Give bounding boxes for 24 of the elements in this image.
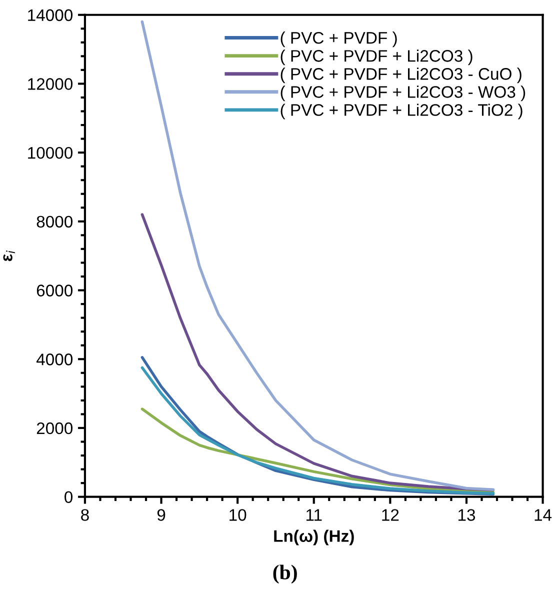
x-tick-label: 8 — [81, 509, 89, 521]
x-tick-label: 11 — [306, 509, 322, 521]
line-series — [140, 213, 495, 492]
x-tick-label: 14 — [534, 509, 552, 521]
y-tick-label: 10000 — [28, 146, 73, 159]
legend-label: ( PVC + PVDF + Li2CO3 ) — [280, 50, 472, 66]
y-axis-title: ε$_{i}$ — [3, 250, 15, 262]
y-tick-label: 0 — [64, 491, 73, 504]
legend-label: ( PVC + PVDF + Li2CO3 - WO3 ) — [280, 86, 526, 102]
x-axis-title: Ln(ω) (Hz) — [274, 530, 354, 546]
y-tick-label: 14000 — [28, 9, 73, 22]
x-tick-label: 12 — [382, 509, 399, 521]
y-tick-label: 6000 — [36, 284, 73, 296]
legend-label: ( PVC + PVDF + Li2CO3 - TiO2 ) — [280, 104, 522, 120]
y-tick-label: 2000 — [36, 422, 73, 434]
legend-label: ( PVC + PVDF ) — [280, 32, 397, 48]
y-tick-label: 8000 — [36, 216, 73, 228]
x-tick-label: 9 — [157, 509, 166, 521]
y-tick-label: 4000 — [36, 354, 73, 366]
legend-label: ( PVC + PVDF + Li2CO3 - CuO ) — [280, 68, 522, 84]
x-tick-label: 13 — [458, 509, 476, 521]
y-tick-label: 12000 — [28, 78, 73, 90]
text: (b) — [273, 564, 297, 584]
x-tick-label: 10 — [230, 509, 246, 521]
